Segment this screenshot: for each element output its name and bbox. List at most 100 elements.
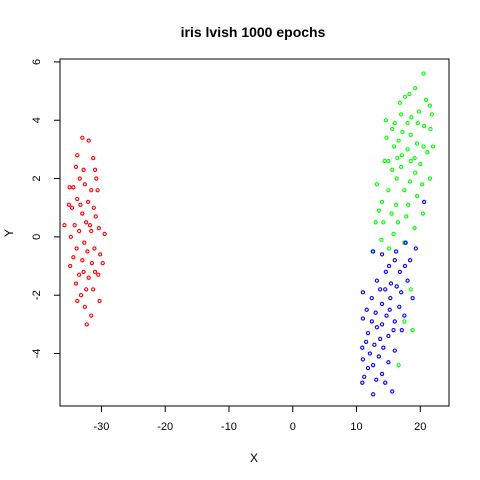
data-point bbox=[370, 392, 376, 397]
data-point bbox=[430, 144, 436, 149]
data-point bbox=[394, 176, 399, 181]
x-tick-label: -10 bbox=[221, 421, 237, 433]
data-point bbox=[407, 179, 413, 184]
data-point bbox=[407, 91, 412, 97]
data-point bbox=[408, 132, 413, 137]
y-tick-label: 4 bbox=[31, 117, 43, 123]
data-point bbox=[69, 205, 75, 210]
data-point bbox=[397, 304, 402, 310]
data-point bbox=[360, 345, 365, 350]
data-point bbox=[91, 205, 96, 210]
data-point bbox=[377, 287, 383, 292]
data-point bbox=[374, 278, 380, 283]
data-point bbox=[402, 263, 408, 269]
data-point bbox=[390, 126, 395, 132]
data-point bbox=[407, 258, 413, 263]
data-point bbox=[83, 287, 89, 292]
x-axis: -30 -20 -10 0 10 20 bbox=[93, 405, 426, 433]
data-point bbox=[418, 161, 423, 167]
data-point bbox=[92, 167, 98, 172]
data-point bbox=[379, 252, 385, 257]
data-point bbox=[68, 263, 73, 269]
data-point bbox=[67, 185, 72, 190]
data-point bbox=[410, 295, 415, 301]
data-point bbox=[396, 363, 401, 368]
data-point bbox=[383, 118, 389, 123]
x-tick-label: -20 bbox=[157, 421, 173, 433]
data-point bbox=[370, 249, 376, 254]
x-tick-label: 0 bbox=[290, 421, 296, 433]
data-point bbox=[82, 182, 88, 187]
data-point bbox=[394, 284, 399, 289]
data-point bbox=[78, 202, 83, 207]
data-point bbox=[379, 371, 385, 377]
data-point bbox=[73, 164, 79, 170]
x-tick-label: -30 bbox=[93, 421, 109, 433]
y-tick-label: 6 bbox=[31, 59, 43, 65]
data-point bbox=[369, 295, 374, 301]
data-point bbox=[410, 328, 415, 333]
data-point bbox=[383, 269, 389, 275]
data-point bbox=[76, 272, 82, 277]
data-point bbox=[420, 211, 426, 216]
data-point bbox=[102, 231, 107, 237]
data-point bbox=[374, 182, 380, 187]
data-point bbox=[95, 188, 100, 193]
data-point bbox=[82, 240, 87, 245]
data-point bbox=[405, 278, 410, 283]
data-point bbox=[80, 135, 85, 140]
x-tick-label: 10 bbox=[350, 421, 362, 433]
y-axis: -4 -2 0 2 4 6 bbox=[31, 59, 61, 358]
data-point bbox=[412, 225, 417, 231]
data-point bbox=[420, 182, 425, 187]
data-point bbox=[66, 202, 72, 207]
data-point bbox=[82, 304, 88, 310]
data-point bbox=[392, 319, 397, 324]
data-point bbox=[76, 228, 82, 234]
data-point bbox=[374, 325, 380, 330]
data-point bbox=[399, 164, 404, 170]
data-point bbox=[428, 126, 433, 132]
y-tick-label: 2 bbox=[31, 175, 43, 181]
data-point bbox=[386, 263, 392, 269]
data-point bbox=[408, 158, 413, 164]
x-tick-label: 20 bbox=[414, 421, 426, 433]
data-point bbox=[404, 214, 409, 219]
data-point bbox=[68, 234, 73, 240]
data-point bbox=[421, 71, 426, 76]
data-point bbox=[379, 199, 385, 205]
data-point bbox=[363, 339, 369, 344]
data-point bbox=[414, 193, 420, 199]
data-point bbox=[85, 249, 90, 254]
data-point bbox=[81, 167, 86, 172]
data-point bbox=[421, 123, 427, 129]
data-point bbox=[62, 223, 67, 228]
data-point bbox=[377, 336, 383, 342]
data-point bbox=[74, 246, 79, 251]
data-point bbox=[402, 188, 407, 193]
y-axis-label: Y bbox=[2, 229, 16, 237]
data-point bbox=[406, 202, 411, 207]
data-point bbox=[388, 295, 393, 301]
data-point bbox=[400, 129, 405, 135]
y-tick-label: -2 bbox=[31, 290, 43, 300]
data-point bbox=[399, 290, 404, 295]
data-point bbox=[89, 260, 95, 266]
data-point bbox=[386, 158, 391, 164]
data-point bbox=[92, 246, 97, 251]
data-point bbox=[399, 328, 404, 333]
data-point bbox=[96, 225, 102, 231]
data-point bbox=[399, 153, 404, 158]
data-point bbox=[390, 389, 395, 394]
data-point bbox=[384, 313, 389, 318]
data-point bbox=[362, 374, 367, 379]
data-point bbox=[415, 121, 420, 126]
data-point bbox=[416, 109, 422, 114]
data-point bbox=[397, 100, 403, 105]
data-point bbox=[84, 322, 89, 327]
data-point bbox=[80, 211, 85, 216]
data-point bbox=[403, 240, 408, 245]
data-point bbox=[81, 269, 86, 275]
data-point bbox=[408, 287, 413, 292]
data-point bbox=[78, 293, 84, 298]
